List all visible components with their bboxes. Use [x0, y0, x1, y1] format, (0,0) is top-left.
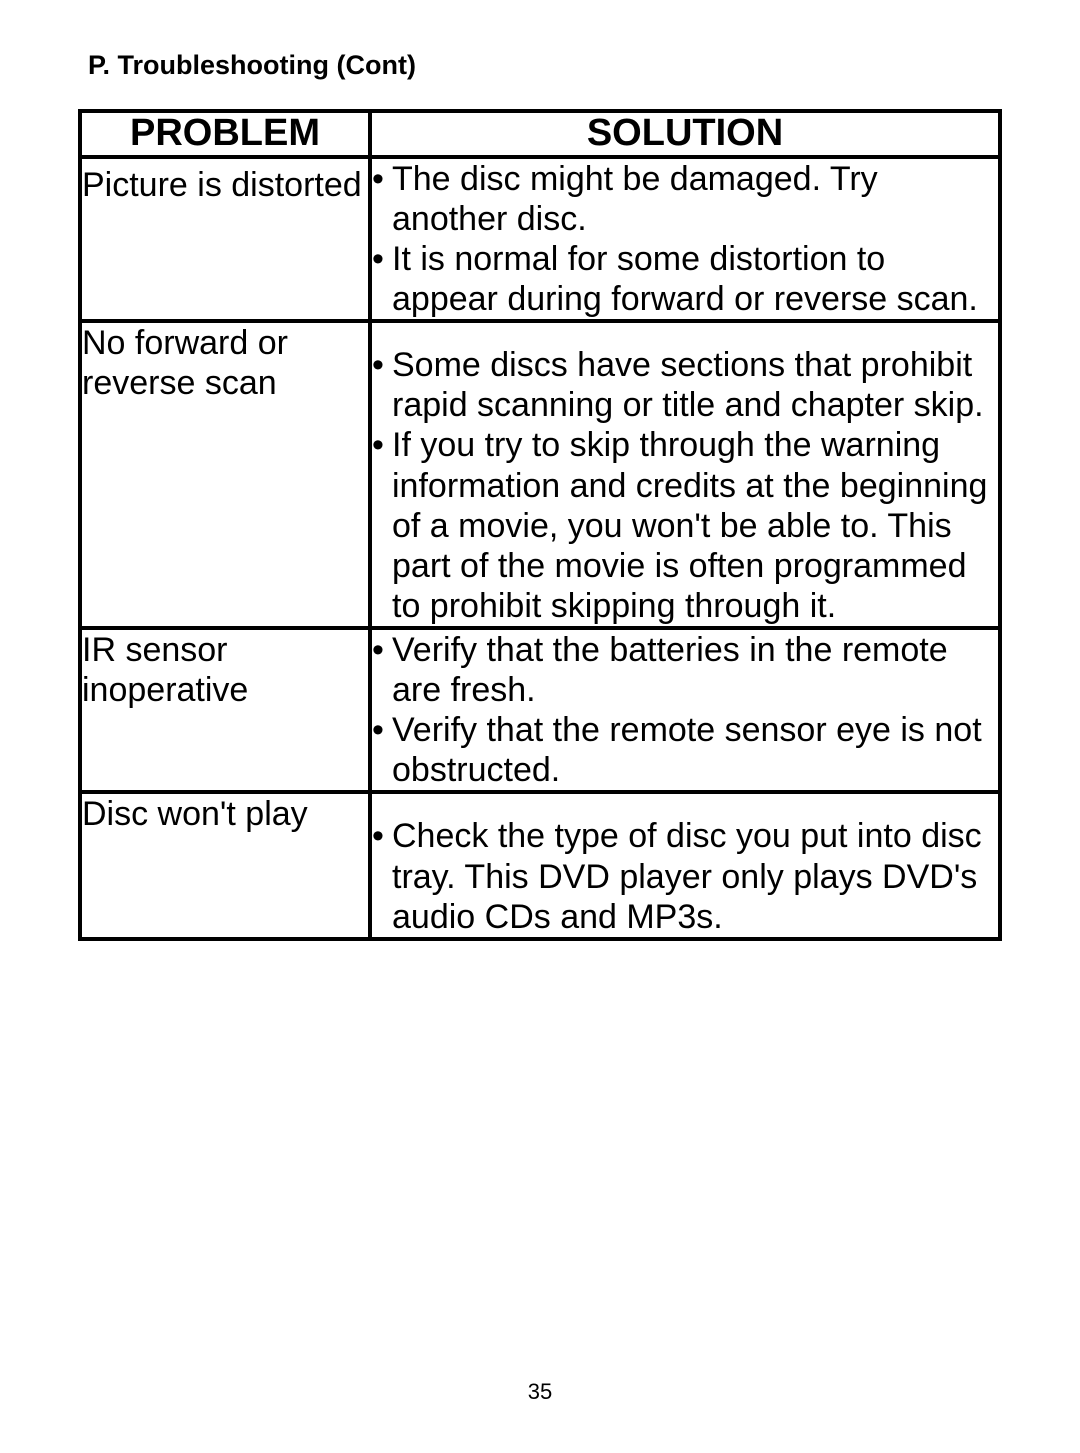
- solution-cell: • Some discs have sections that prohibit…: [370, 321, 1000, 628]
- col-header-problem: PROBLEM: [80, 111, 370, 157]
- problem-cell: No forward or reverse scan: [80, 321, 370, 628]
- bullet-icon: •: [372, 710, 392, 750]
- table-header-row: PROBLEM SOLUTION: [80, 111, 1000, 157]
- solution-text: Check the type of disc you put into disc…: [392, 816, 998, 936]
- problem-cell: IR sensor inoperative: [80, 628, 370, 792]
- page-number: 35: [0, 1379, 1080, 1405]
- solution-bullet: • Verify that the remote sensor eye is n…: [372, 710, 998, 790]
- solution-text: The disc might be damaged. Try another d…: [392, 159, 998, 239]
- bullet-icon: •: [372, 425, 392, 465]
- bullet-icon: •: [372, 239, 392, 279]
- solution-text: It is normal for some distortion to appe…: [392, 239, 998, 319]
- solution-bullet: • Verify that the batteries in the remot…: [372, 630, 998, 710]
- bullet-icon: •: [372, 816, 392, 856]
- bullet-icon: •: [372, 159, 392, 199]
- solution-bullet: • It is normal for some distortion to ap…: [372, 239, 998, 319]
- solution-text: If you try to skip through the warning i…: [392, 425, 998, 626]
- problem-cell: Picture is distorted: [80, 157, 370, 321]
- bullet-icon: •: [372, 345, 392, 385]
- table-row: IR sensor inoperative • Verify that the …: [80, 628, 1000, 792]
- solution-cell: • Verify that the batteries in the remot…: [370, 628, 1000, 792]
- page: P. Troubleshooting (Cont) PROBLEM SOLUTI…: [0, 0, 1080, 1453]
- table-row: No forward or reverse scan • Some discs …: [80, 321, 1000, 628]
- solution-bullet: • Some discs have sections that prohibit…: [372, 345, 998, 425]
- table-row: Disc won't play • Check the type of disc…: [80, 792, 1000, 938]
- section-title: P. Troubleshooting (Cont): [88, 50, 1010, 81]
- solution-cell: • The disc might be damaged. Try another…: [370, 157, 1000, 321]
- solution-text: Some discs have sections that prohibit r…: [392, 345, 998, 425]
- bullet-icon: •: [372, 630, 392, 670]
- table-row: Picture is distorted • The disc might be…: [80, 157, 1000, 321]
- solution-cell: • Check the type of disc you put into di…: [370, 792, 1000, 938]
- solution-bullet: • If you try to skip through the warning…: [372, 425, 998, 626]
- solution-text: Verify that the remote sensor eye is not…: [392, 710, 998, 790]
- troubleshooting-table: PROBLEM SOLUTION Picture is distorted • …: [78, 109, 1002, 941]
- col-header-solution: SOLUTION: [370, 111, 1000, 157]
- solution-bullet: • The disc might be damaged. Try another…: [372, 159, 998, 239]
- solution-bullet: • Check the type of disc you put into di…: [372, 816, 998, 936]
- solution-text: Verify that the batteries in the remote …: [392, 630, 998, 710]
- problem-cell: Disc won't play: [80, 792, 370, 938]
